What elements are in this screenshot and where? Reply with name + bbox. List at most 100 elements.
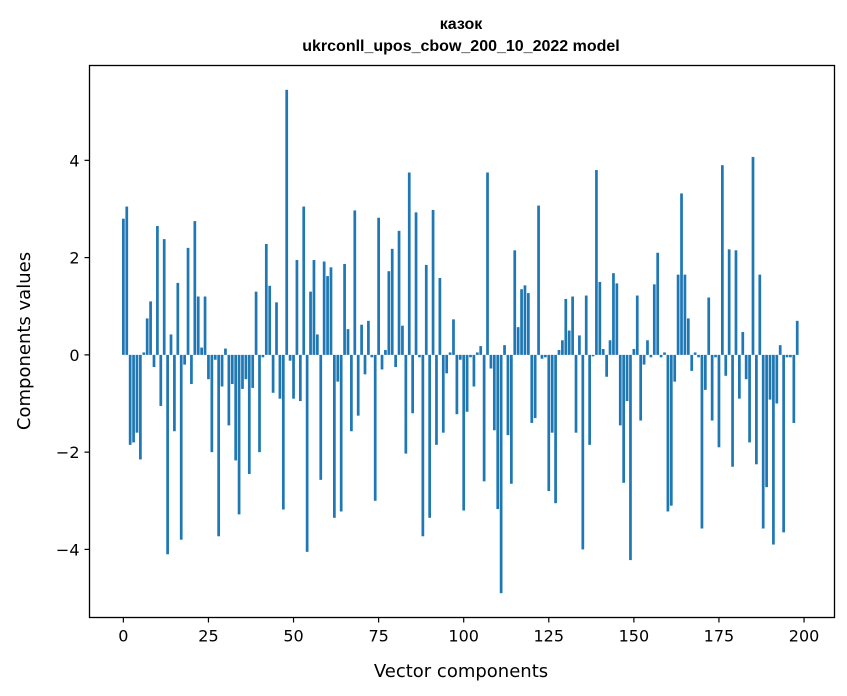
bar	[789, 354, 792, 358]
bar	[156, 225, 159, 355]
bar	[520, 289, 523, 355]
bar	[258, 354, 261, 453]
bar	[731, 354, 734, 467]
bar	[503, 345, 506, 355]
bar	[758, 274, 762, 355]
bar	[465, 354, 469, 412]
bar	[380, 354, 384, 370]
y-axis-ticks: −4 −2 0 2 4	[56, 151, 90, 559]
bar	[717, 354, 721, 448]
bar	[247, 354, 251, 475]
bar	[496, 354, 500, 510]
bar	[264, 243, 268, 355]
bar	[618, 354, 622, 426]
bar	[761, 354, 765, 529]
bar	[384, 350, 387, 355]
x-tick-label: 125	[534, 627, 565, 646]
bar	[734, 250, 738, 355]
y-tick-label: −2	[56, 443, 80, 462]
bar	[629, 354, 632, 561]
bar	[608, 340, 612, 355]
bar	[315, 334, 319, 355]
bar	[768, 354, 772, 400]
bar	[479, 346, 483, 355]
bar	[721, 165, 724, 355]
bar	[254, 291, 258, 355]
bar	[492, 354, 496, 431]
bar	[441, 354, 445, 433]
bar	[663, 352, 666, 355]
bar	[578, 335, 581, 355]
bar	[469, 354, 472, 358]
bar	[333, 354, 336, 518]
bar	[407, 172, 411, 355]
bar	[435, 354, 438, 445]
bar	[132, 354, 135, 443]
bar	[486, 172, 489, 355]
bar	[159, 354, 163, 406]
bar	[309, 291, 312, 355]
bar	[540, 354, 544, 359]
bar	[397, 230, 401, 355]
bar	[673, 354, 677, 382]
bar	[700, 354, 704, 529]
bar	[122, 218, 125, 355]
bar	[567, 330, 571, 355]
bar	[523, 285, 527, 355]
x-tick-label: 75	[368, 627, 388, 646]
bar	[356, 354, 360, 416]
bar	[482, 354, 486, 482]
bar	[329, 267, 333, 355]
bar	[499, 354, 503, 594]
x-axis-label: Vector components	[374, 661, 548, 682]
bar	[421, 354, 425, 537]
bar	[755, 354, 758, 465]
bar	[489, 354, 493, 369]
bar	[697, 354, 700, 358]
bar	[295, 260, 299, 355]
bar	[509, 354, 513, 484]
bar	[741, 332, 745, 355]
bar	[404, 354, 408, 454]
bar	[710, 354, 714, 421]
bar	[622, 354, 626, 483]
bar	[690, 354, 694, 371]
bar	[207, 354, 210, 380]
plot-frame	[88, 64, 836, 619]
bar	[431, 209, 435, 355]
bar	[669, 354, 673, 506]
bar	[312, 260, 316, 355]
bar	[581, 354, 585, 550]
y-tick-label: 2	[69, 249, 79, 268]
bar	[298, 354, 302, 402]
bar	[213, 354, 217, 360]
bar	[680, 193, 683, 355]
bar	[748, 354, 751, 443]
bar	[220, 354, 224, 387]
bars-group	[122, 89, 799, 594]
bar	[547, 354, 551, 492]
bar	[686, 318, 690, 355]
bar	[302, 206, 306, 355]
bar	[455, 354, 459, 415]
bar	[632, 349, 636, 355]
bar	[601, 349, 605, 355]
bar	[445, 354, 449, 374]
bar	[659, 354, 663, 358]
bar	[574, 354, 578, 433]
bar	[557, 350, 561, 355]
bar	[169, 334, 173, 355]
bar	[475, 352, 479, 355]
bar	[537, 205, 540, 355]
bar	[744, 354, 748, 380]
bar	[649, 354, 653, 358]
y-axis-label: Components values	[14, 252, 35, 430]
bar	[571, 296, 574, 355]
bar	[278, 354, 282, 399]
bar	[210, 354, 214, 453]
bar	[142, 352, 146, 355]
bar	[438, 278, 442, 355]
bar	[642, 354, 646, 365]
bar	[676, 274, 680, 355]
